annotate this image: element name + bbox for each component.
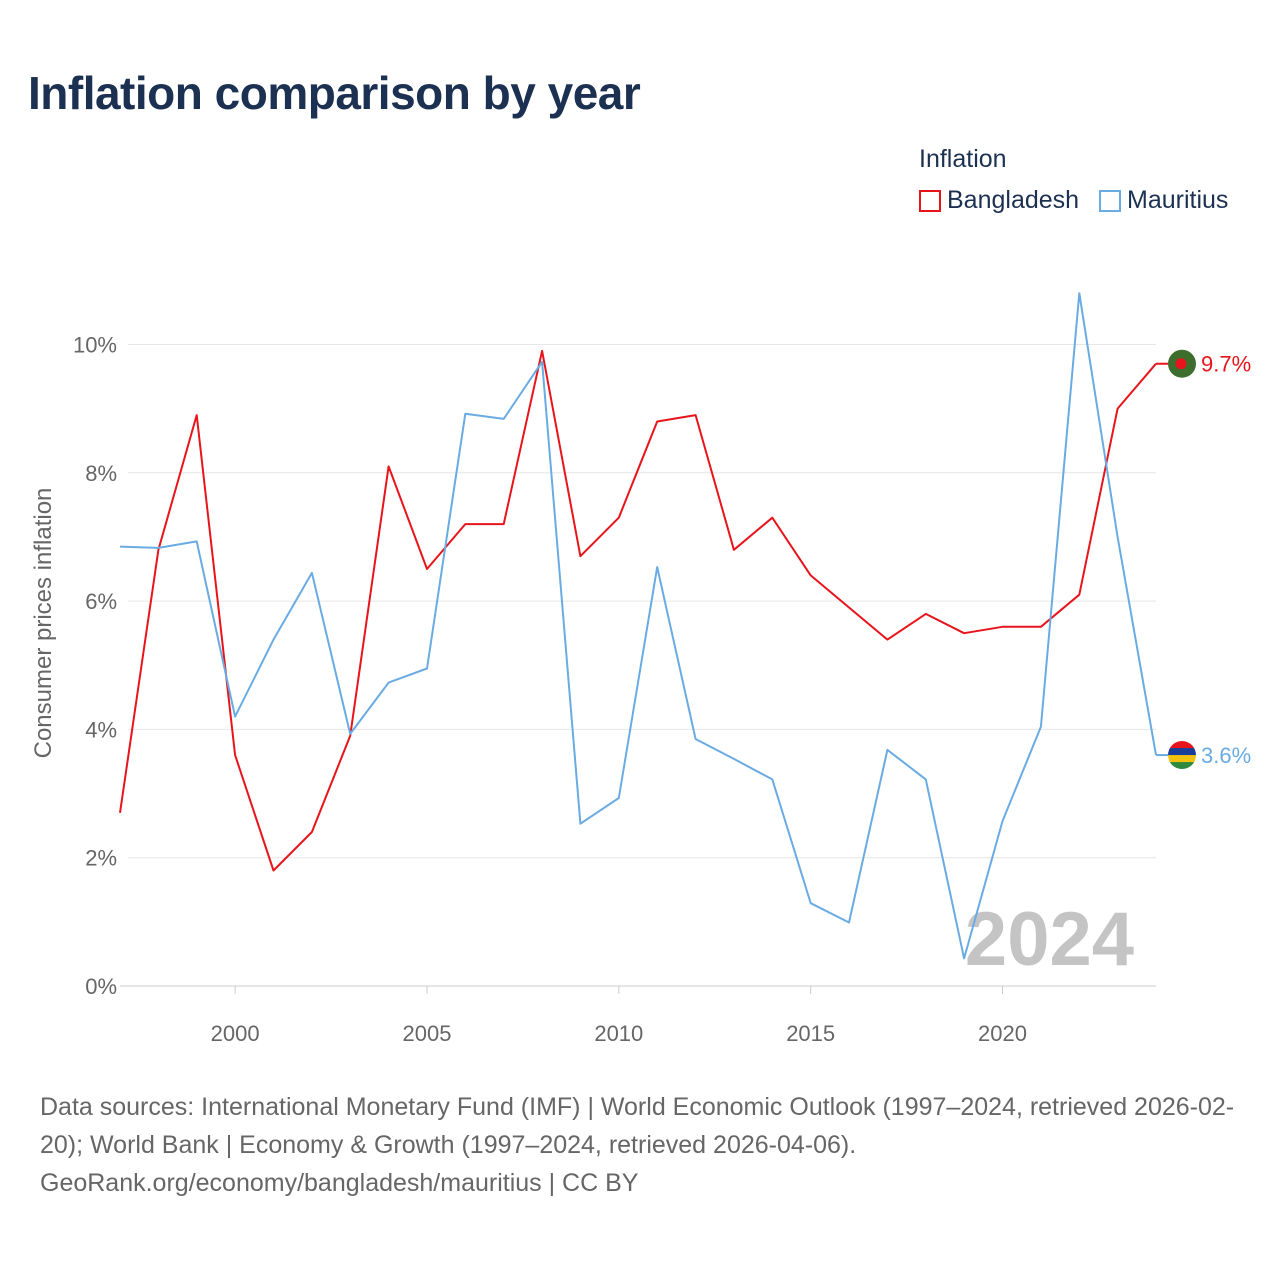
legend-label-mauritius: Mauritius	[1127, 186, 1229, 214]
y-tick-label: 0%	[85, 974, 117, 999]
grid-lines	[128, 344, 1156, 859]
y-tick-label: 4%	[85, 717, 117, 742]
end-label-mauritius: 3.6%	[1201, 743, 1251, 768]
legend-item-bangladesh[interactable]: Bangladesh	[919, 186, 1079, 215]
footer: Data sources: International Monetary Fun…	[40, 1088, 1250, 1202]
series-group	[119, 292, 1157, 960]
y-axis-label: Consumer prices inflation	[30, 488, 57, 759]
footer-sources: Data sources: International Monetary Fun…	[40, 1093, 1235, 1159]
y-tick-label: 10%	[73, 333, 117, 358]
x-tick-label: 2000	[211, 1021, 260, 1046]
legend-item-mauritius[interactable]: Mauritius	[1099, 186, 1228, 215]
x-tick-label: 2020	[978, 1021, 1027, 1046]
line-chart: 0% 2% 4% 6% 8% 10% 2000 2005 2010 2015 2020 Consu…	[30, 292, 1251, 1046]
legend-title: Inflation	[919, 145, 1007, 173]
footer-link[interactable]: GeoRank.org/economy/bangladesh/mauritius…	[40, 1169, 639, 1197]
x-tick-label: 2015	[786, 1021, 835, 1046]
x-axis-ticks: 2000 2005 2010 2015 2020	[211, 986, 1027, 1046]
legend-swatch-mauritius	[1099, 189, 1121, 212]
series-line-mauritius[interactable]	[119, 292, 1157, 960]
end-markers: 9.7% 3.6%	[1156, 349, 1251, 770]
year-watermark: 2024	[965, 897, 1134, 982]
y-axis-ticks: 0% 2% 4% 6% 8% 10%	[73, 333, 117, 1000]
bangladesh-flag-icon	[1168, 349, 1196, 378]
series-line-bangladesh[interactable]	[119, 349, 1157, 872]
legend-swatch-bangladesh	[919, 189, 941, 212]
y-tick-label: 8%	[85, 461, 117, 486]
chart-title: Inflation comparison by year	[28, 67, 641, 119]
mauritius-flag-icon	[1168, 741, 1196, 770]
y-tick-label: 2%	[85, 846, 117, 871]
legend-label-bangladesh: Bangladesh	[947, 186, 1080, 214]
y-tick-label: 6%	[85, 589, 117, 614]
x-tick-label: 2005	[402, 1021, 451, 1046]
x-tick-label: 2010	[594, 1021, 643, 1046]
end-label-bangladesh: 9.7%	[1201, 352, 1251, 377]
